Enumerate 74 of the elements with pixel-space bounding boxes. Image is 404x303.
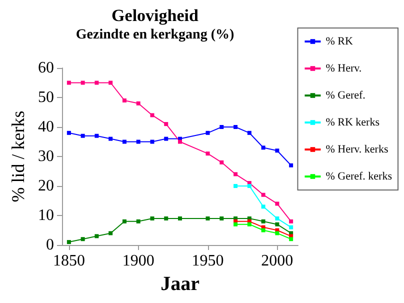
y-tick-label: 60: [38, 60, 54, 76]
y-axis-title: % lid / kerks: [8, 110, 28, 202]
point: [80, 80, 85, 85]
chart-title: Gelovigheid: [112, 6, 199, 25]
point: [289, 237, 294, 242]
point: [247, 130, 252, 135]
point: [206, 130, 210, 135]
point: [80, 237, 85, 242]
point: [164, 216, 168, 220]
legend-label: % RK kerks: [326, 116, 380, 128]
y-tick-label: 30: [38, 148, 54, 165]
legend-label: % Geref.: [326, 90, 366, 102]
point: [66, 80, 71, 85]
point: [289, 163, 294, 168]
point: [220, 216, 224, 220]
point: [289, 219, 294, 224]
point: [94, 80, 99, 85]
point: [122, 140, 126, 144]
point: [275, 222, 280, 226]
point: [136, 140, 140, 144]
point: [275, 202, 280, 206]
point: [206, 216, 210, 220]
point: [164, 136, 168, 141]
point: [261, 146, 266, 150]
point: [136, 219, 140, 224]
point: [94, 234, 99, 238]
point: [122, 98, 126, 102]
point: [261, 192, 266, 197]
y-tick-label: 0: [46, 236, 54, 254]
legend-label: % Herv. kerks: [326, 144, 388, 156]
point: [108, 136, 113, 141]
point: [247, 184, 252, 188]
point: [136, 101, 140, 106]
y-tick-label: 50: [38, 89, 54, 106]
point: [261, 219, 266, 224]
point: [122, 219, 126, 224]
point: [178, 216, 182, 220]
point: [234, 222, 238, 226]
legend-label: % Herv.: [326, 62, 362, 74]
point: [220, 125, 224, 129]
point: [80, 134, 85, 138]
point: [94, 134, 99, 138]
point: [108, 231, 113, 236]
point: [108, 80, 113, 85]
point: [234, 172, 238, 176]
point: [275, 231, 280, 236]
point: [66, 130, 71, 135]
point: [275, 216, 280, 220]
point: [150, 216, 154, 220]
y-tick-label: 20: [38, 178, 54, 194]
point: [206, 152, 210, 156]
point: [178, 140, 182, 144]
x-tick-label: 1950: [192, 252, 224, 270]
point: [261, 228, 266, 232]
point: [234, 125, 238, 129]
point: [275, 148, 280, 153]
x-tick-label: 2000: [261, 252, 294, 270]
y-tick-label: 10: [38, 207, 54, 224]
x-tick-label: 1850: [52, 252, 85, 270]
point: [150, 113, 154, 118]
point: [164, 122, 168, 126]
point: [289, 225, 294, 230]
legend-label: % Geref. kerks: [326, 170, 392, 182]
point: [150, 140, 154, 144]
point: [247, 222, 252, 226]
legend-label: % RK: [326, 36, 353, 48]
x-tick-label: 1900: [122, 252, 154, 270]
point: [66, 240, 71, 244]
chart-subtitle: Gezindte en kerkgang (%): [76, 28, 234, 42]
x-axis-title: Jaar: [160, 272, 200, 295]
point: [220, 160, 224, 164]
point: [261, 204, 266, 209]
point: [234, 184, 238, 188]
y-tick-label: 40: [38, 118, 54, 136]
